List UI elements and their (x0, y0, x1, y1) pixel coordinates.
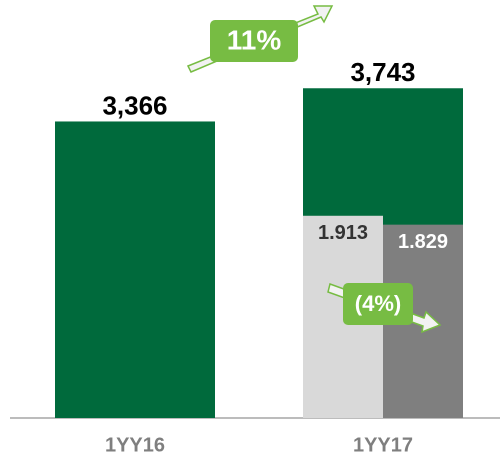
bar (55, 121, 215, 418)
breakdown-label: 1.829 (398, 231, 448, 253)
annotation-box (210, 20, 298, 62)
breakdown-label: 1.913 (318, 222, 368, 244)
annotation: (4%) (355, 291, 401, 316)
annotation: 11% (227, 24, 282, 55)
x-tick-label: 1YY17 (353, 434, 413, 456)
value-label: 3,743 (350, 57, 415, 87)
x-tick-label: 1YY16 (105, 434, 165, 456)
value-label: 3,366 (102, 90, 167, 120)
annotation-box (343, 283, 413, 325)
